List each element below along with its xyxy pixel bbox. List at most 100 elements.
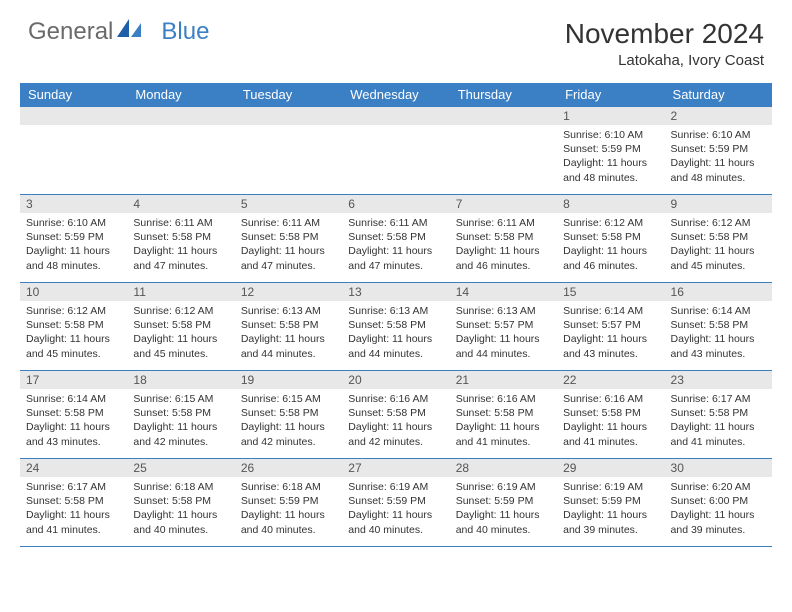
day-details: Sunrise: 6:14 AMSunset: 5:58 PMDaylight:… <box>20 389 127 453</box>
calendar-cell <box>127 107 234 195</box>
weekday-header: Sunday <box>20 83 127 107</box>
weekday-header: Friday <box>557 83 664 107</box>
day-details: Sunrise: 6:20 AMSunset: 6:00 PMDaylight:… <box>665 477 772 541</box>
day-details: Sunrise: 6:16 AMSunset: 5:58 PMDaylight:… <box>342 389 449 453</box>
weekday-header-row: SundayMondayTuesdayWednesdayThursdayFrid… <box>20 83 772 107</box>
calendar-cell: 10Sunrise: 6:12 AMSunset: 5:58 PMDayligh… <box>20 283 127 371</box>
day-details: Sunrise: 6:16 AMSunset: 5:58 PMDaylight:… <box>450 389 557 453</box>
calendar-cell: 28Sunrise: 6:19 AMSunset: 5:59 PMDayligh… <box>450 459 557 547</box>
day-number: 27 <box>342 459 449 477</box>
calendar-cell: 27Sunrise: 6:19 AMSunset: 5:59 PMDayligh… <box>342 459 449 547</box>
weekday-header: Thursday <box>450 83 557 107</box>
day-details: Sunrise: 6:19 AMSunset: 5:59 PMDaylight:… <box>557 477 664 541</box>
calendar-cell: 8Sunrise: 6:12 AMSunset: 5:58 PMDaylight… <box>557 195 664 283</box>
calendar-cell: 13Sunrise: 6:13 AMSunset: 5:58 PMDayligh… <box>342 283 449 371</box>
day-number: 28 <box>450 459 557 477</box>
day-number: 21 <box>450 371 557 389</box>
day-number: 17 <box>20 371 127 389</box>
calendar-cell: 26Sunrise: 6:18 AMSunset: 5:59 PMDayligh… <box>235 459 342 547</box>
day-details: Sunrise: 6:15 AMSunset: 5:58 PMDaylight:… <box>127 389 234 453</box>
day-number: 23 <box>665 371 772 389</box>
day-number: 1 <box>557 107 664 125</box>
weekday-header: Tuesday <box>235 83 342 107</box>
day-number: 12 <box>235 283 342 301</box>
calendar-cell: 9Sunrise: 6:12 AMSunset: 5:58 PMDaylight… <box>665 195 772 283</box>
day-number: 26 <box>235 459 342 477</box>
weekday-header: Wednesday <box>342 83 449 107</box>
day-details: Sunrise: 6:10 AMSunset: 5:59 PMDaylight:… <box>557 125 664 189</box>
calendar-cell: 15Sunrise: 6:14 AMSunset: 5:57 PMDayligh… <box>557 283 664 371</box>
calendar-body: 1Sunrise: 6:10 AMSunset: 5:59 PMDaylight… <box>20 107 772 547</box>
day-number: 2 <box>665 107 772 125</box>
day-details: Sunrise: 6:17 AMSunset: 5:58 PMDaylight:… <box>665 389 772 453</box>
day-number-empty <box>342 107 449 125</box>
calendar-cell: 3Sunrise: 6:10 AMSunset: 5:59 PMDaylight… <box>20 195 127 283</box>
day-details: Sunrise: 6:15 AMSunset: 5:58 PMDaylight:… <box>235 389 342 453</box>
calendar-row: 24Sunrise: 6:17 AMSunset: 5:58 PMDayligh… <box>20 459 772 547</box>
title-block: November 2024 Latokaha, Ivory Coast <box>565 18 764 69</box>
day-number: 14 <box>450 283 557 301</box>
day-number: 29 <box>557 459 664 477</box>
weekday-header: Monday <box>127 83 234 107</box>
day-details: Sunrise: 6:10 AMSunset: 5:59 PMDaylight:… <box>665 125 772 189</box>
day-details: Sunrise: 6:12 AMSunset: 5:58 PMDaylight:… <box>665 213 772 277</box>
calendar-cell: 20Sunrise: 6:16 AMSunset: 5:58 PMDayligh… <box>342 371 449 459</box>
calendar-row: 17Sunrise: 6:14 AMSunset: 5:58 PMDayligh… <box>20 371 772 459</box>
calendar-cell: 2Sunrise: 6:10 AMSunset: 5:59 PMDaylight… <box>665 107 772 195</box>
calendar-cell: 1Sunrise: 6:10 AMSunset: 5:59 PMDaylight… <box>557 107 664 195</box>
calendar-cell: 14Sunrise: 6:13 AMSunset: 5:57 PMDayligh… <box>450 283 557 371</box>
calendar-cell: 23Sunrise: 6:17 AMSunset: 5:58 PMDayligh… <box>665 371 772 459</box>
day-details: Sunrise: 6:11 AMSunset: 5:58 PMDaylight:… <box>450 213 557 277</box>
day-number: 24 <box>20 459 127 477</box>
day-details: Sunrise: 6:18 AMSunset: 5:58 PMDaylight:… <box>127 477 234 541</box>
calendar-cell: 21Sunrise: 6:16 AMSunset: 5:58 PMDayligh… <box>450 371 557 459</box>
day-details: Sunrise: 6:13 AMSunset: 5:58 PMDaylight:… <box>235 301 342 365</box>
day-details: Sunrise: 6:17 AMSunset: 5:58 PMDaylight:… <box>20 477 127 541</box>
day-details: Sunrise: 6:10 AMSunset: 5:59 PMDaylight:… <box>20 213 127 277</box>
day-details: Sunrise: 6:13 AMSunset: 5:57 PMDaylight:… <box>450 301 557 365</box>
header: General Blue November 2024 Latokaha, Ivo… <box>0 0 792 77</box>
calendar-row: 3Sunrise: 6:10 AMSunset: 5:59 PMDaylight… <box>20 195 772 283</box>
calendar-cell: 24Sunrise: 6:17 AMSunset: 5:58 PMDayligh… <box>20 459 127 547</box>
day-details: Sunrise: 6:12 AMSunset: 5:58 PMDaylight:… <box>127 301 234 365</box>
day-number-empty <box>127 107 234 125</box>
day-details: Sunrise: 6:18 AMSunset: 5:59 PMDaylight:… <box>235 477 342 541</box>
day-details: Sunrise: 6:13 AMSunset: 5:58 PMDaylight:… <box>342 301 449 365</box>
month-title: November 2024 <box>565 18 764 50</box>
day-number: 15 <box>557 283 664 301</box>
calendar-cell: 11Sunrise: 6:12 AMSunset: 5:58 PMDayligh… <box>127 283 234 371</box>
logo-text-general: General <box>28 18 113 46</box>
calendar-row: 1Sunrise: 6:10 AMSunset: 5:59 PMDaylight… <box>20 107 772 195</box>
day-details: Sunrise: 6:19 AMSunset: 5:59 PMDaylight:… <box>342 477 449 541</box>
day-number: 18 <box>127 371 234 389</box>
calendar-cell: 18Sunrise: 6:15 AMSunset: 5:58 PMDayligh… <box>127 371 234 459</box>
day-details: Sunrise: 6:19 AMSunset: 5:59 PMDaylight:… <box>450 477 557 541</box>
day-number: 10 <box>20 283 127 301</box>
day-details: Sunrise: 6:11 AMSunset: 5:58 PMDaylight:… <box>127 213 234 277</box>
day-details: Sunrise: 6:11 AMSunset: 5:58 PMDaylight:… <box>342 213 449 277</box>
day-number-empty <box>450 107 557 125</box>
calendar-cell: 17Sunrise: 6:14 AMSunset: 5:58 PMDayligh… <box>20 371 127 459</box>
location-label: Latokaha, Ivory Coast <box>565 52 764 69</box>
calendar-cell <box>20 107 127 195</box>
day-number: 5 <box>235 195 342 213</box>
weekday-header: Saturday <box>665 83 772 107</box>
day-number: 22 <box>557 371 664 389</box>
day-number: 11 <box>127 283 234 301</box>
calendar-cell <box>342 107 449 195</box>
calendar-row: 10Sunrise: 6:12 AMSunset: 5:58 PMDayligh… <box>20 283 772 371</box>
calendar-cell: 4Sunrise: 6:11 AMSunset: 5:58 PMDaylight… <box>127 195 234 283</box>
calendar-cell: 22Sunrise: 6:16 AMSunset: 5:58 PMDayligh… <box>557 371 664 459</box>
day-details: Sunrise: 6:11 AMSunset: 5:58 PMDaylight:… <box>235 213 342 277</box>
day-details: Sunrise: 6:16 AMSunset: 5:58 PMDaylight:… <box>557 389 664 453</box>
day-number: 19 <box>235 371 342 389</box>
calendar-cell: 16Sunrise: 6:14 AMSunset: 5:58 PMDayligh… <box>665 283 772 371</box>
day-number: 8 <box>557 195 664 213</box>
logo-text-blue: Blue <box>161 18 209 46</box>
day-number: 13 <box>342 283 449 301</box>
calendar-cell: 30Sunrise: 6:20 AMSunset: 6:00 PMDayligh… <box>665 459 772 547</box>
day-number: 30 <box>665 459 772 477</box>
day-number-empty <box>20 107 127 125</box>
day-details: Sunrise: 6:12 AMSunset: 5:58 PMDaylight:… <box>557 213 664 277</box>
calendar-cell: 7Sunrise: 6:11 AMSunset: 5:58 PMDaylight… <box>450 195 557 283</box>
